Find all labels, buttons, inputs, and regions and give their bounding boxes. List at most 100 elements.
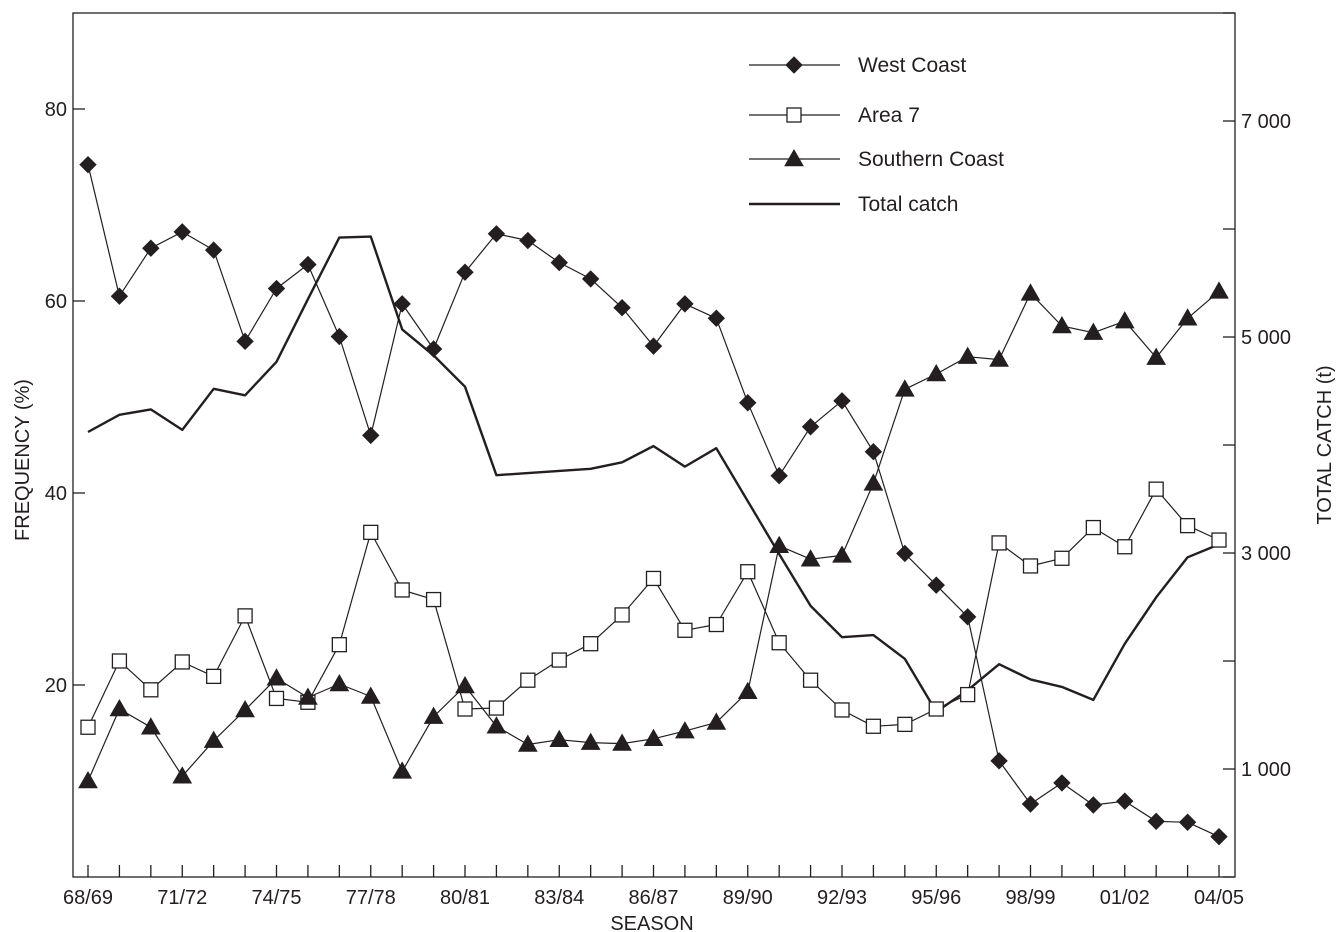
- x-tick-label: 04/05: [1194, 887, 1244, 909]
- legend-marker: [785, 56, 803, 74]
- data-point: [109, 698, 130, 717]
- data-point: [926, 363, 947, 382]
- data-point: [488, 700, 505, 716]
- x-tick-label: 98/99: [1005, 887, 1055, 909]
- data-point: [550, 253, 568, 272]
- data-point: [865, 718, 882, 734]
- data-point: [298, 687, 318, 705]
- data-point: [580, 732, 601, 750]
- series-layer: [78, 155, 1229, 846]
- data-point: [174, 654, 190, 670]
- data-point: [614, 607, 630, 623]
- data-point: [266, 668, 287, 686]
- y-axis-title: FREQUENCY (%): [12, 379, 34, 541]
- series-southern-coast: [78, 281, 1229, 789]
- data-point: [896, 544, 914, 563]
- data-point: [739, 394, 757, 412]
- data-point: [989, 349, 1009, 367]
- y-tick-label: 80: [45, 99, 67, 121]
- data-point: [424, 340, 443, 358]
- data-point: [1020, 283, 1041, 301]
- data-point: [706, 712, 727, 730]
- x-tick-label: 01/02: [1100, 887, 1150, 909]
- data-point: [392, 761, 413, 779]
- data-point: [801, 418, 820, 436]
- data-point: [456, 263, 474, 281]
- series-area-7: [80, 481, 1227, 735]
- data-point: [360, 686, 381, 704]
- legend-label: Area 7: [858, 104, 920, 127]
- data-point: [203, 730, 224, 748]
- data-point: [520, 672, 536, 688]
- data-point: [643, 728, 664, 747]
- data-point: [737, 681, 758, 699]
- series-line: [87, 488, 1220, 728]
- y2-axis-title: TOTAL CATCH (t): [1314, 365, 1336, 524]
- y2-tick-label: 7 000: [1241, 111, 1291, 133]
- x-axis-title: SEASON: [610, 913, 693, 932]
- data-point: [549, 729, 570, 747]
- data-point: [612, 733, 632, 751]
- data-point: [172, 766, 193, 784]
- data-point: [1178, 813, 1197, 831]
- data-point: [645, 570, 662, 587]
- data-point: [708, 616, 724, 633]
- data-point: [676, 295, 694, 313]
- data-point: [235, 699, 255, 718]
- data-point: [111, 653, 128, 669]
- data-point: [834, 702, 850, 718]
- legend: West Coast Area 7 Southern Coast Total catc…: [749, 54, 1004, 216]
- legend-item: Area 7: [749, 104, 920, 127]
- legend-label: Southern Coast: [858, 148, 1004, 171]
- x-axis-ticks: 68/69 71/72 74/75 77/78 80/81 83/84 86/87 89/90…: [63, 865, 1244, 909]
- series-line: [87, 235, 1220, 713]
- data-point: [958, 608, 977, 626]
- data-point: [330, 327, 349, 346]
- data-point: [769, 535, 790, 554]
- data-point: [80, 719, 96, 735]
- data-point: [487, 225, 506, 243]
- data-point: [551, 652, 567, 668]
- data-point: [79, 155, 97, 174]
- legend-item: West Coast: [749, 54, 966, 77]
- plot-border: [72, 12, 1236, 878]
- data-point: [236, 332, 254, 351]
- data-point: [455, 675, 475, 694]
- data-point: [1117, 539, 1133, 555]
- data-point: [677, 622, 693, 638]
- y-tick-label: 20: [45, 675, 67, 697]
- data-point: [583, 636, 599, 652]
- data-point: [457, 701, 473, 717]
- data-point: [957, 346, 978, 364]
- x-tick-label: 80/81: [440, 887, 490, 909]
- y2-tick-label: 5 000: [1241, 327, 1291, 349]
- legend-marker: [784, 148, 804, 167]
- data-point: [1114, 311, 1135, 329]
- x-tick-label: 89/90: [723, 887, 773, 909]
- series-total-catch: [87, 235, 1220, 713]
- y-tick-label: 60: [45, 291, 67, 313]
- data-point: [991, 535, 1007, 551]
- plot-frame: [72, 12, 1236, 878]
- data-point: [393, 295, 411, 313]
- x-tick-label: 74/75: [251, 887, 301, 909]
- data-point: [927, 576, 945, 594]
- x-tick-label: 71/72: [157, 887, 207, 909]
- data-point: [1054, 550, 1070, 566]
- x-tick-label: 68/69: [63, 887, 113, 909]
- data-point: [204, 241, 223, 259]
- data-point: [771, 635, 787, 651]
- data-point: [864, 443, 883, 461]
- data-point: [1022, 558, 1039, 574]
- right-axis-ticks: 1 000 3 000 5 000 7 000: [1223, 12, 1291, 878]
- x-tick-label: 83/84: [534, 887, 584, 909]
- series-line: [87, 290, 1220, 782]
- data-point: [299, 255, 317, 274]
- x-tick-label: 92/93: [817, 887, 867, 909]
- data-point: [173, 223, 191, 241]
- y2-tick-label: 1 000: [1241, 759, 1291, 781]
- data-point: [78, 770, 98, 789]
- legend-item: Southern Coast: [749, 148, 1004, 171]
- data-point: [1052, 315, 1072, 334]
